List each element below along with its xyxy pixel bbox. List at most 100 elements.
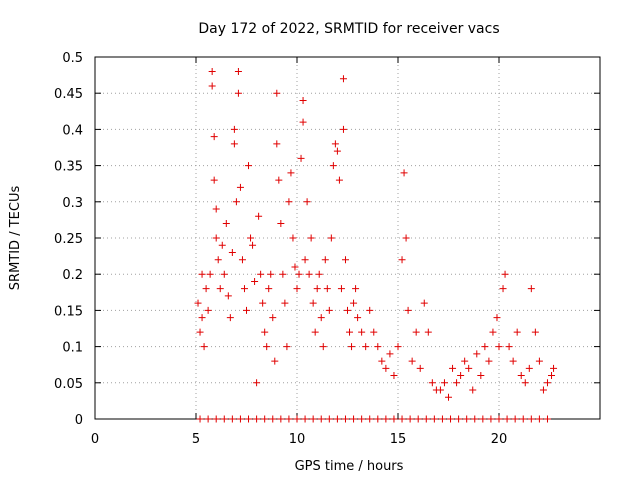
y-tick-label: 0.15 [54, 304, 83, 319]
data-point [325, 306, 333, 314]
data-point [289, 234, 297, 242]
data-point [303, 198, 311, 206]
data-point [255, 212, 263, 220]
data-point [234, 67, 242, 75]
baseline-point [511, 415, 519, 423]
data-point [398, 256, 406, 264]
data-point [196, 328, 204, 336]
data-point [457, 372, 465, 380]
baseline-point [285, 415, 293, 423]
baseline-point [455, 415, 463, 423]
baseline-point [406, 415, 414, 423]
data-point [204, 306, 212, 314]
data-point [453, 379, 461, 387]
data-point [461, 357, 469, 365]
data-point [208, 67, 216, 75]
data-point [214, 256, 222, 264]
data-point [210, 133, 218, 141]
y-tick-label: 0.1 [62, 341, 83, 356]
data-point [354, 314, 362, 322]
x-tick-label: 10 [289, 432, 306, 447]
data-point [218, 241, 226, 249]
baseline-point [212, 415, 220, 423]
data-point [465, 364, 473, 372]
data-point [291, 263, 299, 271]
data-point [263, 343, 271, 351]
baseline-point [463, 415, 471, 423]
chart-title: Day 172 of 2022, SRMTID for receiver vac… [198, 21, 499, 37]
data-point [333, 147, 341, 155]
data-point [317, 314, 325, 322]
data-point [525, 364, 533, 372]
data-point [261, 328, 269, 336]
data-point [394, 343, 402, 351]
data-point [445, 393, 452, 401]
baseline-point [503, 415, 511, 423]
baseline-point [204, 415, 212, 423]
data-point [352, 285, 360, 293]
x-tick-label: 15 [390, 432, 407, 447]
baseline-point [438, 415, 446, 423]
y-tick-label: 0.25 [54, 232, 83, 247]
data-point [297, 154, 305, 162]
baseline-point [479, 415, 487, 423]
data-point [230, 140, 238, 148]
data-point [341, 256, 349, 264]
data-point [285, 198, 293, 206]
data-point [477, 372, 485, 380]
data-point [485, 357, 493, 365]
baseline-point [366, 415, 374, 423]
baseline-point [350, 415, 358, 423]
data-point [436, 386, 444, 394]
baseline-point [325, 415, 333, 423]
data-point [293, 285, 301, 293]
data-point [331, 140, 339, 148]
data-point [232, 198, 240, 206]
baseline-point [390, 415, 398, 423]
data-point [527, 285, 535, 293]
data-point [251, 277, 259, 285]
baseline-point [374, 415, 382, 423]
data-point [220, 270, 228, 278]
data-point [348, 343, 356, 351]
data-point [210, 176, 218, 184]
data-point [513, 328, 521, 336]
y-tick-label: 0 [75, 413, 83, 428]
data-point [374, 343, 382, 351]
data-point [543, 379, 551, 387]
data-point [378, 357, 386, 365]
data-point [390, 372, 398, 380]
baseline-point [543, 415, 551, 423]
y-tick-label: 0.2 [62, 268, 83, 283]
baseline-point [253, 415, 261, 423]
data-point [206, 270, 214, 278]
baseline-point [220, 415, 228, 423]
baseline-point [236, 415, 244, 423]
data-point [236, 183, 244, 191]
data-point [313, 285, 321, 293]
baseline-point [487, 415, 495, 423]
data-point [550, 364, 558, 372]
data-points [194, 67, 558, 423]
x-tick-label: 0 [91, 432, 99, 447]
baseline-point [471, 415, 479, 423]
data-point [321, 256, 329, 264]
baseline-point [358, 415, 366, 423]
data-point [194, 299, 202, 307]
data-point [301, 256, 309, 264]
data-point [327, 234, 335, 242]
y-tick-label: 0.05 [54, 377, 83, 392]
data-point [481, 343, 489, 351]
data-point [202, 285, 210, 293]
data-point [230, 125, 238, 133]
data-point [505, 343, 513, 351]
data-point [469, 386, 477, 394]
data-point [299, 118, 307, 126]
data-point [548, 372, 556, 380]
baseline-point [301, 415, 309, 423]
data-point [257, 270, 265, 278]
data-point [208, 82, 216, 90]
data-point [259, 299, 267, 307]
data-point [216, 285, 224, 293]
baseline-point [261, 415, 269, 423]
